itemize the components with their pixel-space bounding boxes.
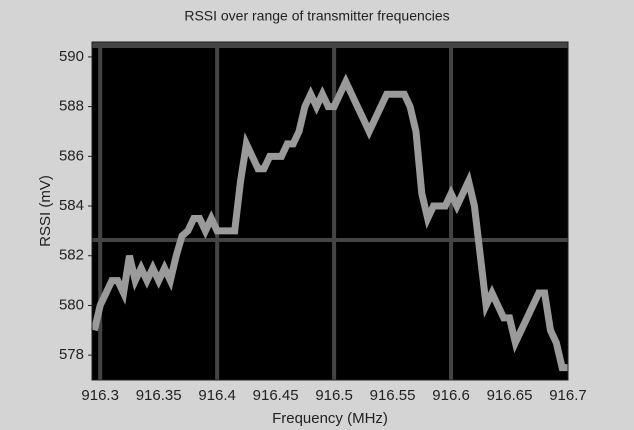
y-tick-label: 582 bbox=[59, 247, 84, 264]
x-tick-label: 916.3 bbox=[81, 387, 119, 404]
plot-area bbox=[92, 42, 568, 380]
x-tick-label: 916.6 bbox=[432, 387, 470, 404]
x-tick-label: 916.7 bbox=[549, 387, 587, 404]
y-tick-label: 588 bbox=[59, 98, 84, 115]
x-tick-label: 916.65 bbox=[487, 387, 533, 404]
y-tick-label: 590 bbox=[59, 48, 84, 65]
x-tick-label: 916.55 bbox=[370, 387, 416, 404]
y-tick-label: 584 bbox=[59, 197, 84, 214]
plot-top-band bbox=[92, 42, 568, 48]
x-tick-label: 916.5 bbox=[315, 387, 353, 404]
x-tick-label: 916.35 bbox=[136, 387, 182, 404]
y-tick-label: 578 bbox=[59, 346, 84, 363]
x-tick-label: 916.45 bbox=[253, 387, 299, 404]
data-line bbox=[90, 73, 568, 372]
chart-title: RSSI over range of transmitter frequenci… bbox=[184, 8, 449, 24]
y-tick-label: 580 bbox=[59, 296, 84, 313]
x-tick-label: 916.4 bbox=[198, 387, 236, 404]
y-tick-label: 586 bbox=[59, 147, 84, 164]
x-axis-label: Frequency (MHz) bbox=[272, 410, 388, 427]
y-axis-label: RSSI (mV) bbox=[37, 175, 54, 247]
plot-frame bbox=[91, 41, 569, 381]
